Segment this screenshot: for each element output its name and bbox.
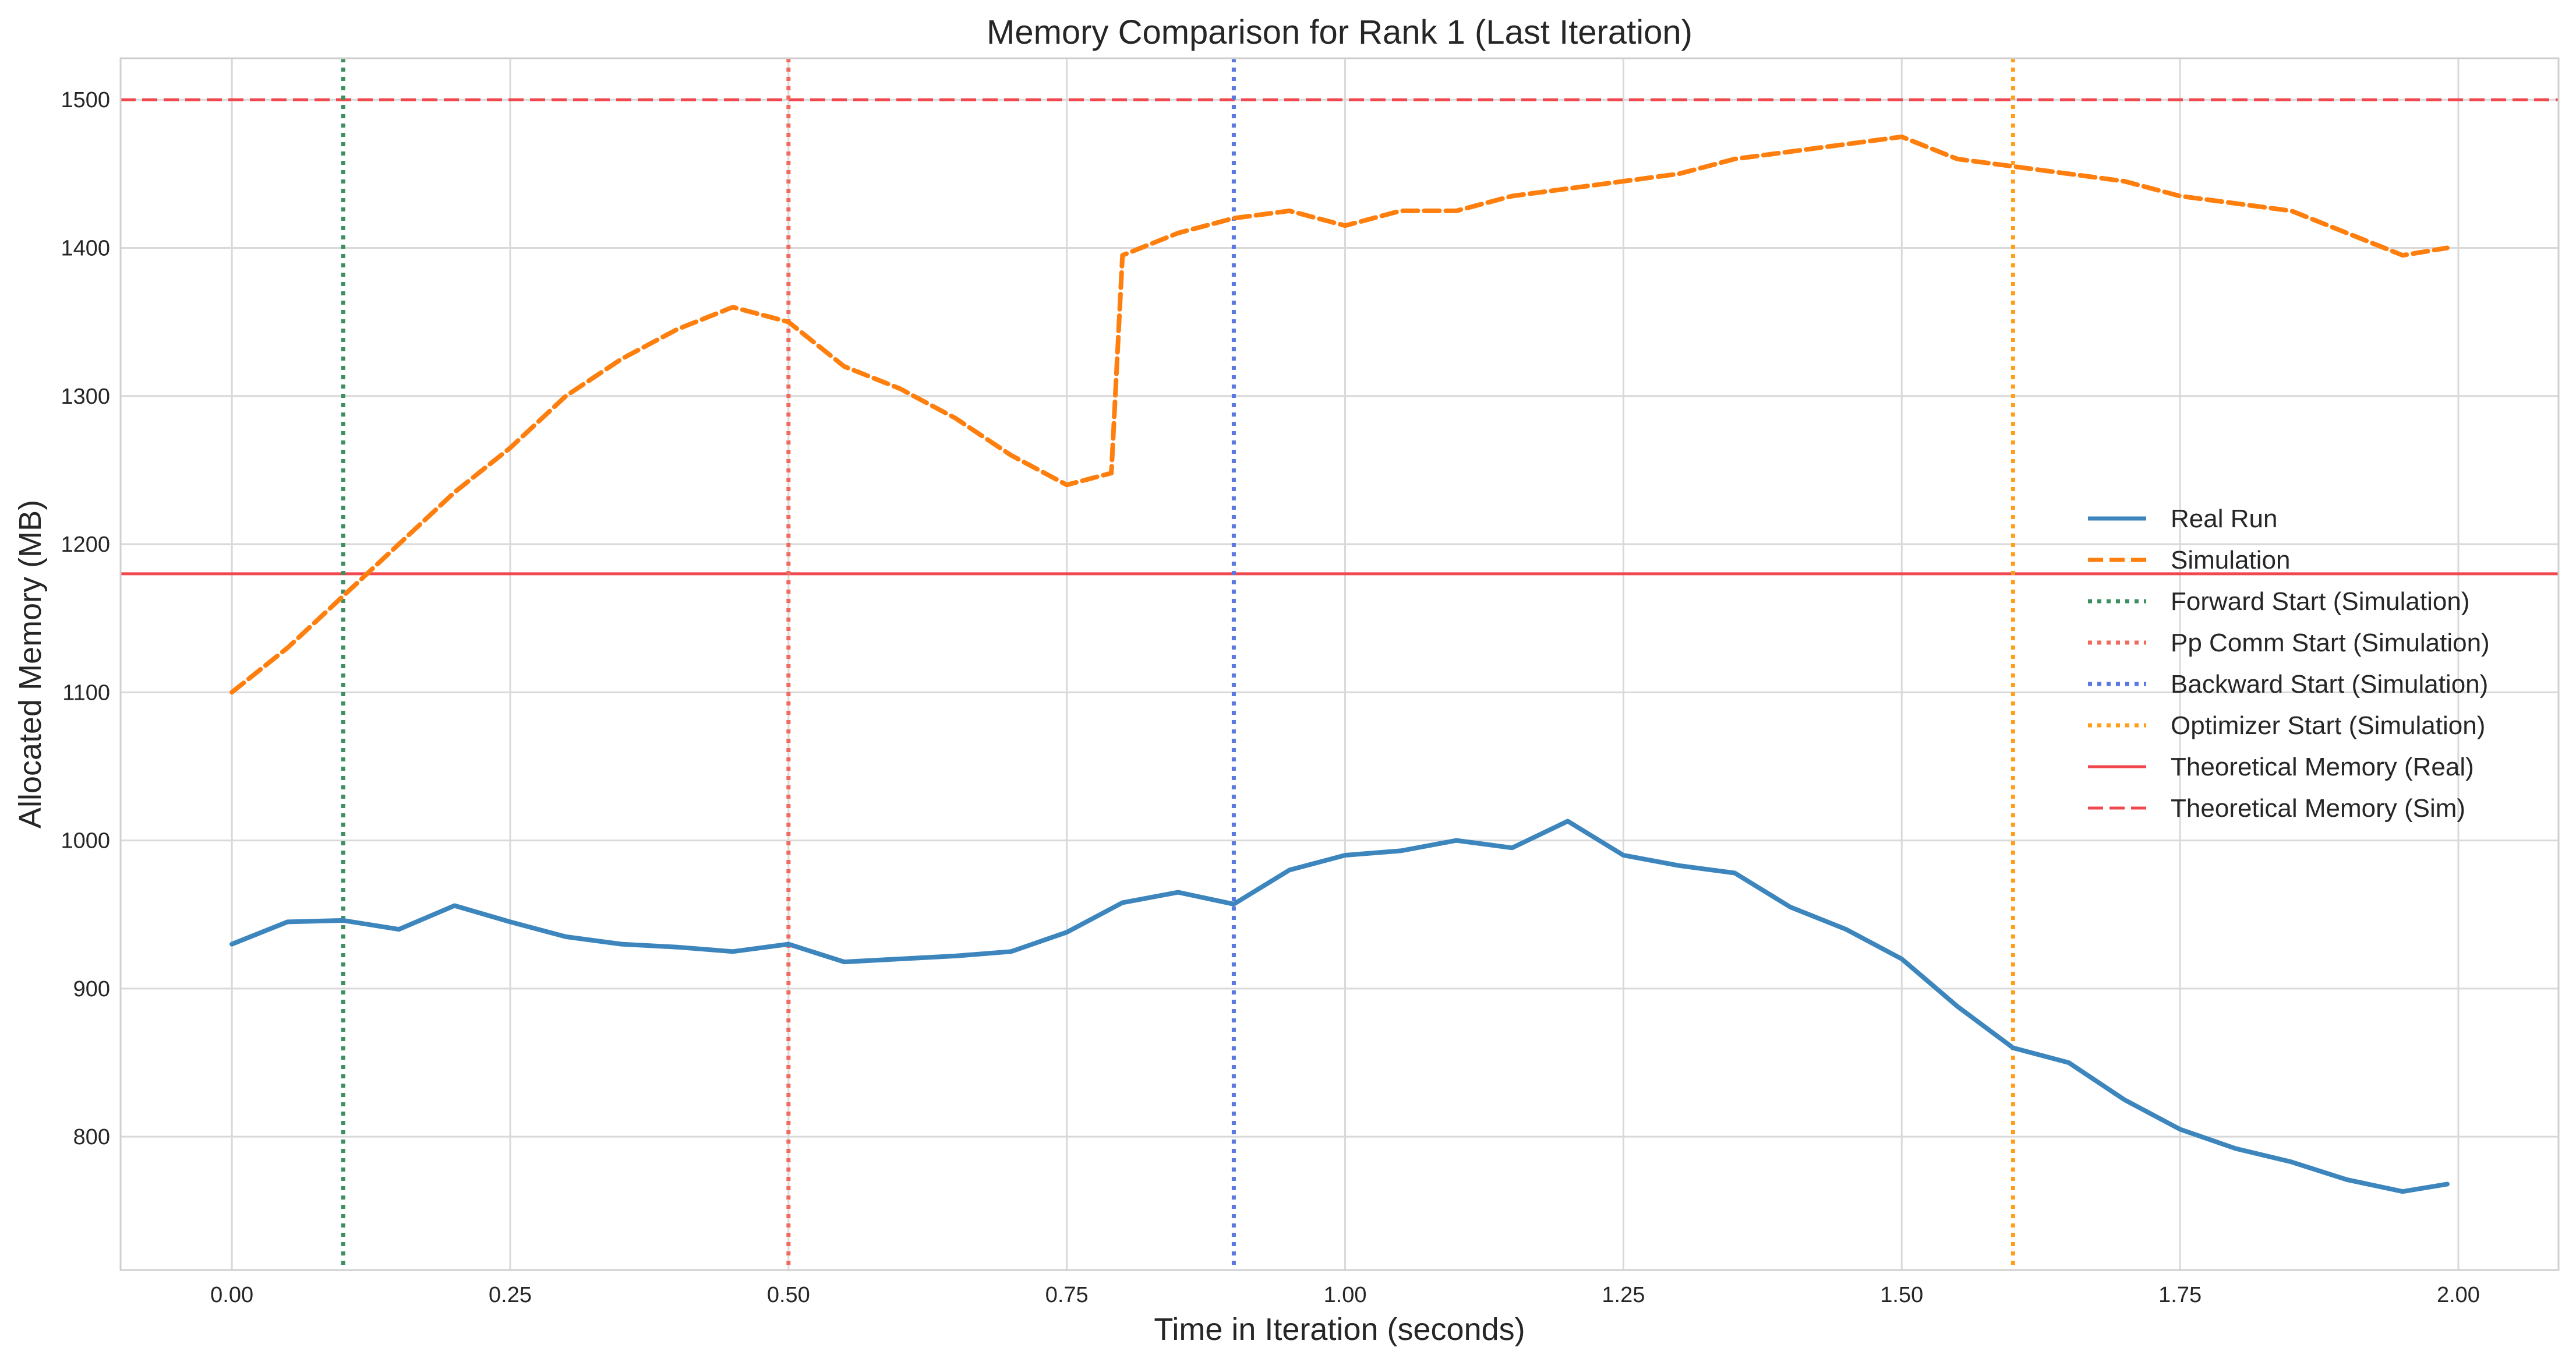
x-tick-label: 1.75 [2158, 1283, 2202, 1307]
series-line [229, 819, 2450, 1194]
legend-label: Backward Start (Simulation) [2171, 670, 2488, 699]
plot-frame [119, 57, 2560, 1271]
y-tick-label: 1000 [61, 829, 110, 853]
reference-lines [121, 58, 2559, 1270]
y-tick-label: 1200 [61, 532, 110, 557]
x-tick-label: 2.00 [2437, 1283, 2480, 1307]
y-tick-label: 1300 [61, 385, 110, 409]
y-axis-label: Allocated Memory (MB) [13, 500, 48, 828]
x-tick-label: 0.75 [1045, 1283, 1089, 1307]
series-lines [229, 134, 2450, 1194]
legend-label: Pp Comm Start (Simulation) [2171, 629, 2490, 657]
series-line [229, 134, 2450, 695]
x-tick-label: 0.00 [210, 1283, 253, 1307]
y-tick-label: 1400 [61, 236, 110, 260]
legend-label: Optimizer Start (Simulation) [2171, 711, 2485, 740]
x-tick-label: 1.00 [1324, 1283, 1367, 1307]
x-tick-label: 0.50 [767, 1283, 810, 1307]
tick-labels: 0.00 0.25 0.50 0.75 1.00 1.25 1.50 1.75 2.00 800 9… [61, 88, 2480, 1307]
legend: Real Run Simulation Forward Start (Simulat… [2088, 505, 2490, 823]
chart-title: Memory Comparison for Rank 1 (Last Itera… [987, 13, 1692, 51]
legend-label: Theoretical Memory (Sim) [2171, 794, 2465, 823]
x-tick-label: 1.50 [1880, 1283, 1923, 1307]
x-axis-label: Time in Iteration (seconds) [1154, 1312, 1525, 1347]
grid [121, 58, 2559, 1270]
legend-label: Theoretical Memory (Real) [2171, 753, 2474, 781]
y-tick-label: 1500 [61, 88, 110, 112]
x-tick-label: 1.25 [1602, 1283, 1645, 1307]
x-tick-label: 0.25 [489, 1283, 532, 1307]
y-tick-label: 1100 [62, 680, 110, 705]
y-tick-label: 800 [73, 1125, 110, 1149]
legend-label: Simulation [2171, 546, 2290, 574]
legend-label: Forward Start (Simulation) [2171, 587, 2469, 616]
y-tick-label: 900 [73, 977, 110, 1001]
legend-label: Real Run [2171, 505, 2277, 533]
